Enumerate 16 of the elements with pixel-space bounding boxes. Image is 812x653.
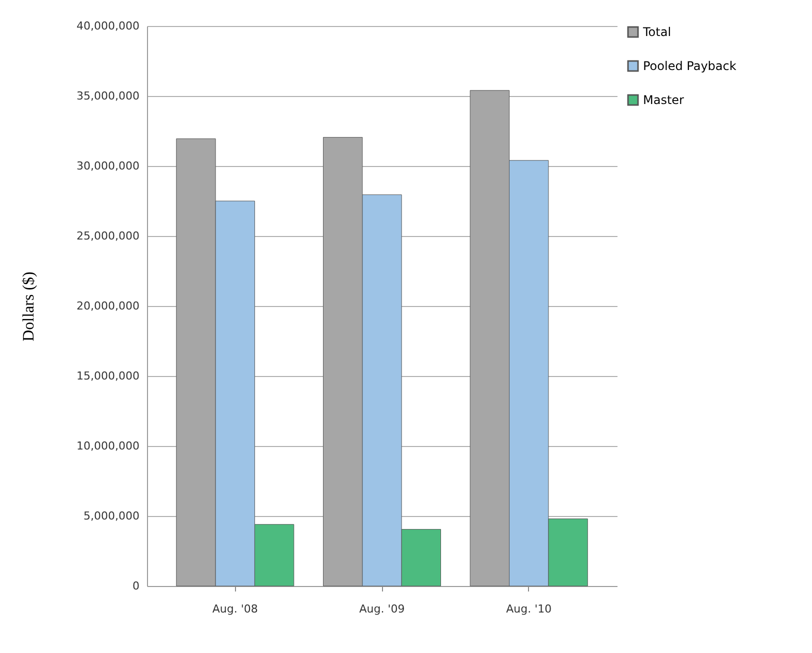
y-axis-title: Dollars ($) (20, 272, 38, 342)
y-tick-label: 20,000,000 (76, 300, 140, 312)
y-tick-label: 35,000,000 (76, 90, 140, 102)
x-tick-label: Aug. '09 (359, 602, 405, 616)
y-tick-label: 25,000,000 (76, 230, 140, 242)
x-tick-label: Aug. '08 (212, 602, 258, 616)
y-tick-label: 40,000,000 (76, 20, 140, 32)
y-tick-label: 10,000,000 (76, 440, 140, 452)
y-tick-label: 15,000,000 (76, 370, 140, 382)
legend-label: Master (643, 93, 684, 107)
y-tick-label: 30,000,000 (76, 160, 140, 172)
x-tick-label: Aug. '10 (506, 602, 552, 616)
legend-label: Total (642, 25, 672, 39)
legend-label: Pooled Payback (643, 59, 736, 73)
y-tick-label: 5,000,000 (84, 510, 140, 522)
y-tick-label: 0 (132, 580, 140, 592)
